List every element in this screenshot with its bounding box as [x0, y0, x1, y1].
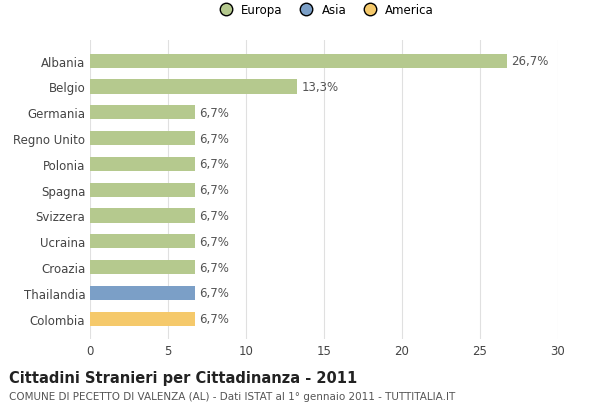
- Text: 6,7%: 6,7%: [199, 132, 229, 145]
- Bar: [90, 157, 194, 171]
- Text: 6,7%: 6,7%: [199, 209, 229, 222]
- Text: 6,7%: 6,7%: [199, 106, 229, 119]
- Bar: [90, 54, 506, 69]
- Text: COMUNE DI PECETTO DI VALENZA (AL) - Dati ISTAT al 1° gennaio 2011 - TUTTITALIA.I: COMUNE DI PECETTO DI VALENZA (AL) - Dati…: [9, 391, 455, 400]
- Text: 6,7%: 6,7%: [199, 184, 229, 197]
- Text: Cittadini Stranieri per Cittadinanza - 2011: Cittadini Stranieri per Cittadinanza - 2…: [9, 370, 357, 385]
- Bar: [90, 132, 194, 146]
- Bar: [90, 260, 194, 274]
- Text: 6,7%: 6,7%: [199, 158, 229, 171]
- Legend: Europa, Asia, America: Europa, Asia, America: [209, 0, 439, 21]
- Bar: [90, 183, 194, 197]
- Text: 6,7%: 6,7%: [199, 235, 229, 248]
- Bar: [90, 106, 194, 120]
- Text: 6,7%: 6,7%: [199, 261, 229, 274]
- Bar: [90, 312, 194, 326]
- Bar: [90, 286, 194, 300]
- Text: 6,7%: 6,7%: [199, 312, 229, 325]
- Bar: [90, 80, 298, 94]
- Text: 6,7%: 6,7%: [199, 287, 229, 299]
- Bar: [90, 235, 194, 249]
- Bar: [90, 209, 194, 223]
- Text: 26,7%: 26,7%: [511, 55, 548, 68]
- Text: 13,3%: 13,3%: [302, 81, 339, 94]
